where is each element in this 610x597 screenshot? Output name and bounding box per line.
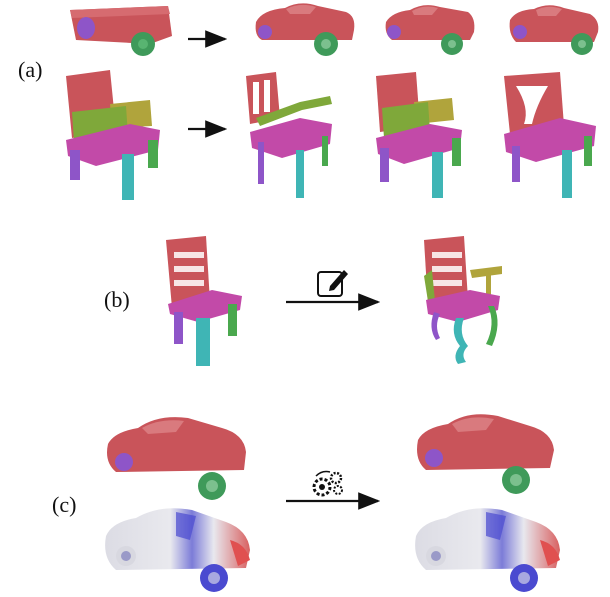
- output-car: [417, 414, 554, 494]
- coarse-chair-shape: [66, 70, 160, 200]
- edited-chair: [424, 236, 502, 364]
- input-car-heatmap: [105, 508, 250, 592]
- generated-car-3: [509, 5, 599, 55]
- panel-label-c: (c): [52, 492, 76, 517]
- generated-chair-1: [246, 72, 332, 198]
- output-car-heatmap: [415, 508, 560, 592]
- input-car: [107, 417, 246, 500]
- coarse-car-shape: [70, 6, 172, 56]
- panel-label-a: (a): [18, 57, 42, 82]
- gears-icon: [312, 470, 343, 497]
- generated-chair-3: [504, 72, 596, 198]
- panel-label-b: (b): [104, 287, 130, 312]
- generated-car-1: [255, 3, 355, 56]
- edit-pencil-icon: [317, 270, 348, 297]
- generated-car-2: [385, 5, 475, 55]
- generated-chair-2: [376, 72, 462, 198]
- input-chair: [166, 236, 242, 366]
